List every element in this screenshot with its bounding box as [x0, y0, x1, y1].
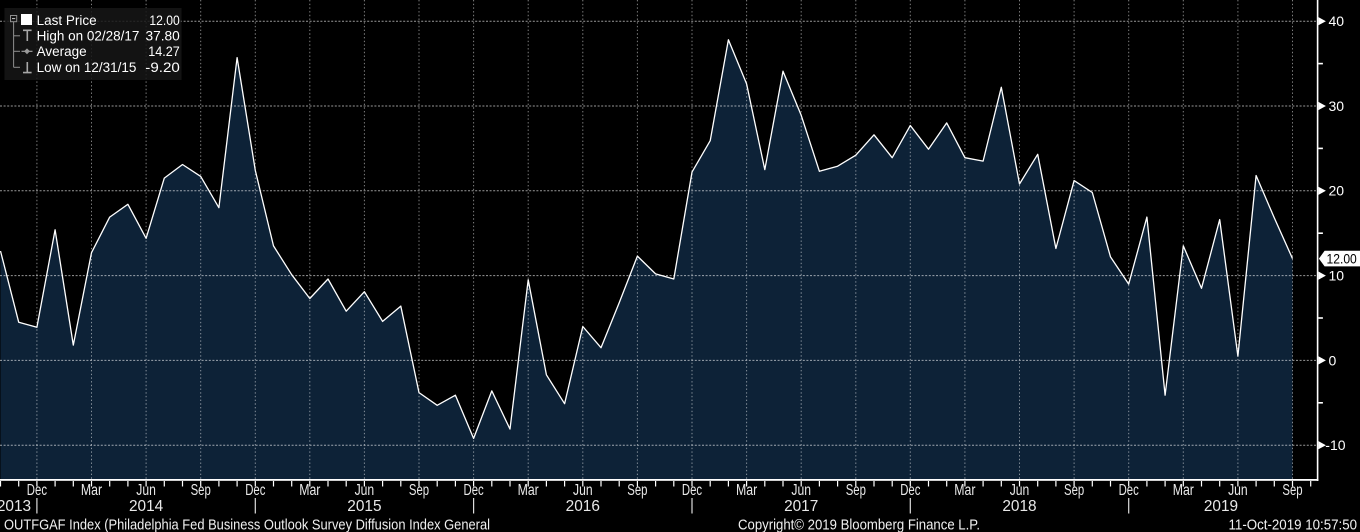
- svg-text:0: 0: [1329, 352, 1337, 368]
- svg-text:37.80: 37.80: [146, 29, 180, 44]
- svg-text:Dec: Dec: [27, 482, 47, 499]
- svg-text:Last Price: Last Price: [37, 13, 97, 28]
- svg-text:Sep: Sep: [1064, 482, 1084, 499]
- svg-text:2014: 2014: [129, 498, 164, 515]
- svg-text:Low on 12/31/15: Low on 12/31/15: [37, 60, 137, 75]
- svg-text:Mar: Mar: [736, 482, 757, 499]
- svg-text:2016: 2016: [566, 498, 600, 515]
- svg-text:OUTFGAF Index (Philadelphia Fe: OUTFGAF Index (Philadelphia Fed Business…: [4, 517, 490, 532]
- svg-text:2013: 2013: [0, 498, 31, 515]
- svg-text:High on 02/28/17: High on 02/28/17: [37, 29, 140, 44]
- svg-text:Sep: Sep: [627, 482, 647, 499]
- svg-text:2017: 2017: [784, 498, 818, 515]
- svg-text:Mar: Mar: [81, 482, 102, 499]
- svg-text:Sep: Sep: [191, 482, 211, 499]
- svg-text:12.00: 12.00: [149, 13, 179, 28]
- svg-text:11-Oct-2019 10:57:50: 11-Oct-2019 10:57:50: [1229, 518, 1358, 532]
- svg-text:Jun: Jun: [573, 482, 593, 499]
- svg-text:20: 20: [1329, 183, 1345, 199]
- svg-text:Sep: Sep: [846, 482, 866, 499]
- svg-text:40: 40: [1329, 13, 1345, 29]
- svg-text:Jun: Jun: [791, 482, 811, 499]
- svg-text:Average: Average: [37, 44, 87, 59]
- svg-text:-9.20: -9.20: [145, 60, 180, 75]
- svg-text:2018: 2018: [1002, 498, 1036, 515]
- svg-text:-10: -10: [1325, 437, 1345, 453]
- svg-text:Dec: Dec: [682, 482, 702, 499]
- svg-text:Sep: Sep: [1282, 482, 1302, 499]
- svg-text:Dec: Dec: [900, 482, 920, 499]
- svg-text:Copyright© 2019 Bloomberg Fina: Copyright© 2019 Bloomberg Finance L.P.: [738, 517, 980, 532]
- svg-text:Mar: Mar: [1173, 482, 1194, 499]
- svg-text:2015: 2015: [347, 498, 381, 515]
- svg-text:Mar: Mar: [954, 482, 975, 499]
- svg-text:Mar: Mar: [299, 482, 320, 499]
- svg-text:2019: 2019: [1204, 498, 1238, 515]
- svg-text:12.00: 12.00: [1327, 251, 1357, 267]
- svg-text:Jun: Jun: [1010, 482, 1030, 499]
- svg-text:Jun: Jun: [136, 482, 156, 499]
- svg-text:14.27: 14.27: [148, 44, 180, 59]
- svg-text:Sep: Sep: [409, 482, 429, 499]
- svg-text:Jun: Jun: [355, 482, 375, 499]
- svg-text:Dec: Dec: [245, 482, 265, 499]
- svg-text:Dec: Dec: [1119, 482, 1139, 499]
- svg-text:Mar: Mar: [518, 482, 539, 499]
- svg-text:10: 10: [1329, 268, 1345, 284]
- svg-text:30: 30: [1329, 98, 1345, 114]
- svg-text:Jun: Jun: [1228, 482, 1248, 499]
- svg-text:Dec: Dec: [464, 482, 484, 499]
